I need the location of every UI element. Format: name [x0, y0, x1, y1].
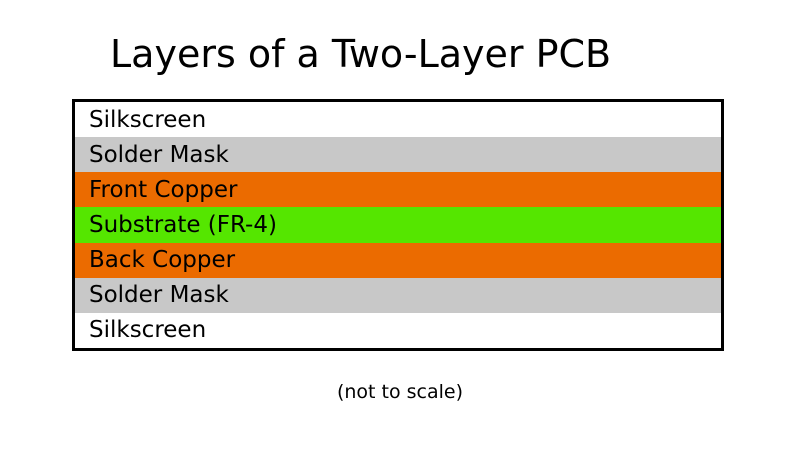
layer-top-silkscreen: Silkscreen [75, 102, 721, 138]
layer-substrate: Substrate (FR-4) [75, 207, 721, 243]
layer-bottom-silkscreen: Silkscreen [75, 312, 721, 348]
scale-note: (not to scale) [336, 381, 464, 403]
diagram-title: Layers of a Two-Layer PCB [110, 32, 612, 76]
layer-front-copper: Front Copper [75, 172, 721, 208]
layer-bottom-solder-mask: Solder Mask [75, 277, 721, 313]
layer-top-solder-mask: Solder Mask [75, 137, 721, 173]
layer-back-copper: Back Copper [75, 242, 721, 278]
layer-stack: Silkscreen Solder Mask Front Copper Subs… [72, 99, 724, 351]
